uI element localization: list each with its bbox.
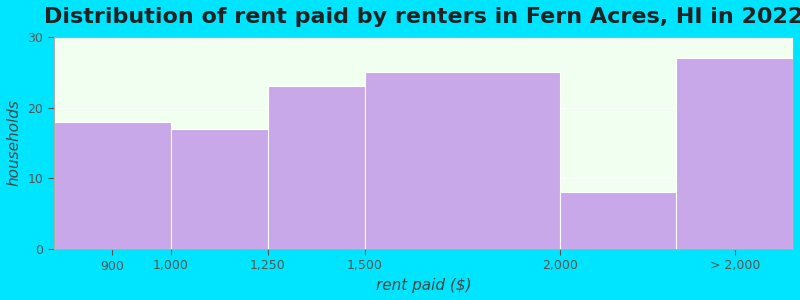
Bar bbox=[170, 129, 268, 249]
Bar bbox=[365, 72, 560, 249]
Title: Distribution of rent paid by renters in Fern Acres, HI in 2022: Distribution of rent paid by renters in … bbox=[44, 7, 800, 27]
X-axis label: rent paid ($): rent paid ($) bbox=[376, 278, 471, 293]
Bar bbox=[676, 58, 793, 249]
Bar bbox=[268, 86, 365, 249]
Bar bbox=[54, 122, 170, 249]
Y-axis label: households: households bbox=[7, 100, 22, 186]
Bar bbox=[560, 193, 676, 249]
